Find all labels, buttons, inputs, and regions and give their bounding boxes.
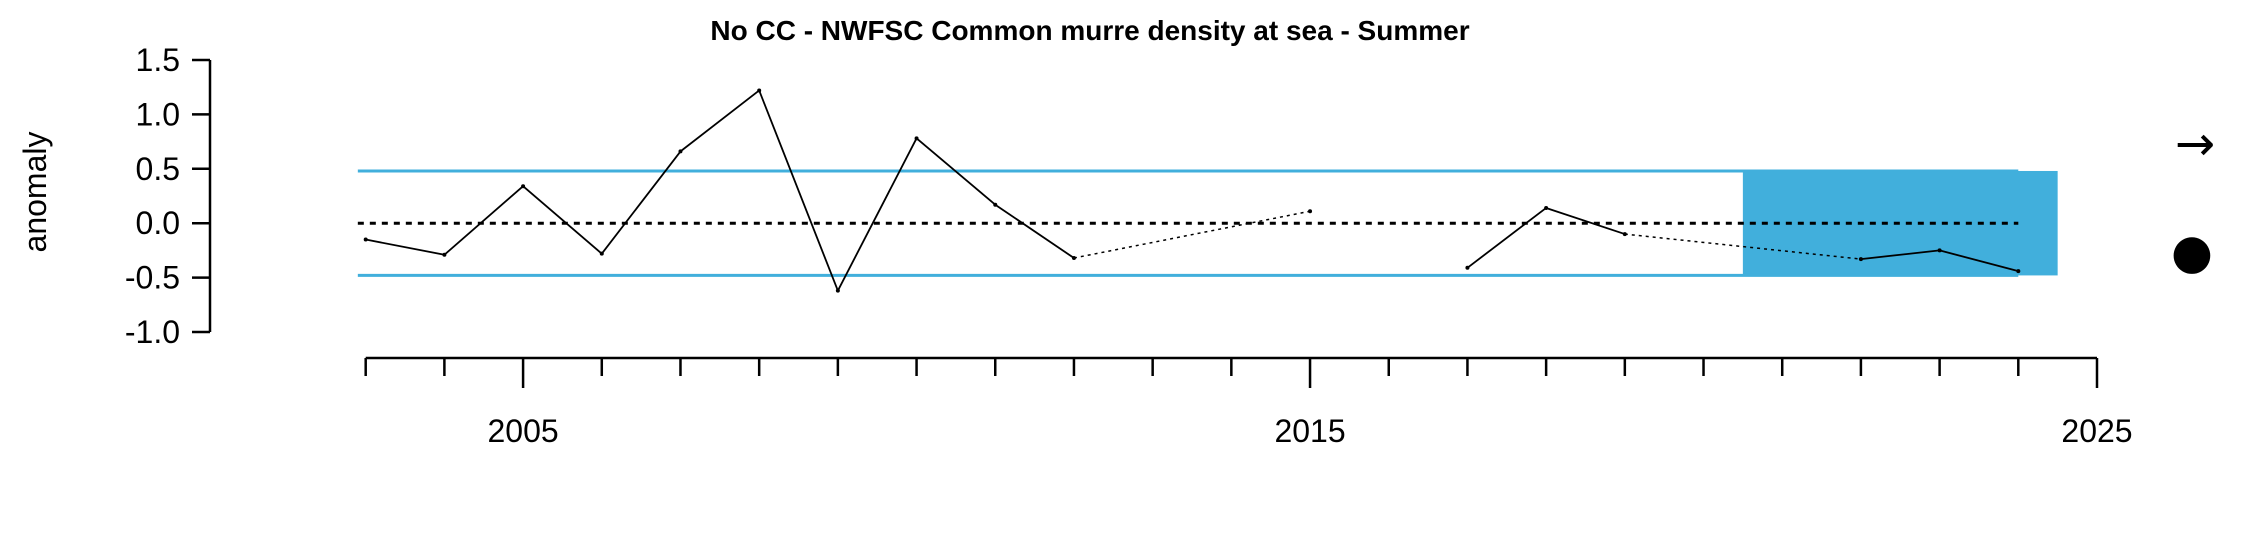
data-point-2003 (363, 237, 368, 242)
y-tick-label: 1.5 (136, 42, 180, 78)
data-point-2022 (1858, 257, 1863, 262)
data-point-2023 (1937, 248, 1942, 253)
series-layer (363, 88, 2021, 293)
series-segment (443, 185, 524, 256)
data-point-2024 (2016, 269, 2021, 274)
data-point-2005 (521, 184, 526, 189)
series-segment (1860, 249, 1940, 260)
data-point-2009 (835, 288, 840, 293)
x-tick-label: 2005 (487, 413, 558, 449)
series-segment (679, 89, 760, 153)
series-segment (1545, 207, 1626, 235)
data-point-2012 (1071, 256, 1076, 261)
data-point-2015 (1308, 209, 1313, 214)
y-tick-label: -0.5 (125, 260, 180, 296)
series-segment (365, 238, 445, 256)
y-tick-label: 0.0 (136, 205, 180, 241)
axis-layer: 1.5 1.0 0.5 0.0 -0.5 -1.0 2005 2015 2025 (125, 42, 2133, 449)
trend-arrow-icon: → (2175, 116, 2215, 172)
y-tick-label: 1.0 (136, 96, 180, 132)
data-point-2004 (442, 252, 447, 257)
data-point-2010 (914, 136, 919, 141)
data-point-2019 (1622, 232, 1627, 237)
y-axis-label: anomaly (17, 132, 53, 253)
data-point-2017 (1465, 265, 1470, 270)
x-tick-label: 2025 (2061, 413, 2132, 449)
data-point-2006 (599, 251, 604, 256)
y-tick-label: 0.5 (136, 151, 180, 187)
series-segment (522, 185, 603, 255)
gap-connector-0 (1073, 210, 1311, 259)
data-point-2018 (1544, 205, 1549, 210)
data-point-2011 (993, 202, 998, 207)
x-tick-label: 2015 (1274, 413, 1345, 449)
series-segment (994, 203, 1075, 259)
series-segment (1939, 249, 2019, 272)
gap-connector-1 (1624, 233, 1861, 260)
series-segment (837, 137, 918, 292)
y-tick-label: -1.0 (125, 314, 180, 350)
chart-title: No CC - NWFSC Common murre density at se… (710, 15, 1469, 46)
series-segment (758, 90, 839, 291)
series-segment (1466, 207, 1547, 269)
series-segment (915, 137, 996, 206)
sd-band-layer (357, 169, 2019, 277)
mean-indicator-icon: ● (2171, 224, 2213, 280)
data-point-2007 (678, 149, 683, 154)
series-segment (601, 150, 682, 255)
data-point-2008 (757, 88, 762, 93)
